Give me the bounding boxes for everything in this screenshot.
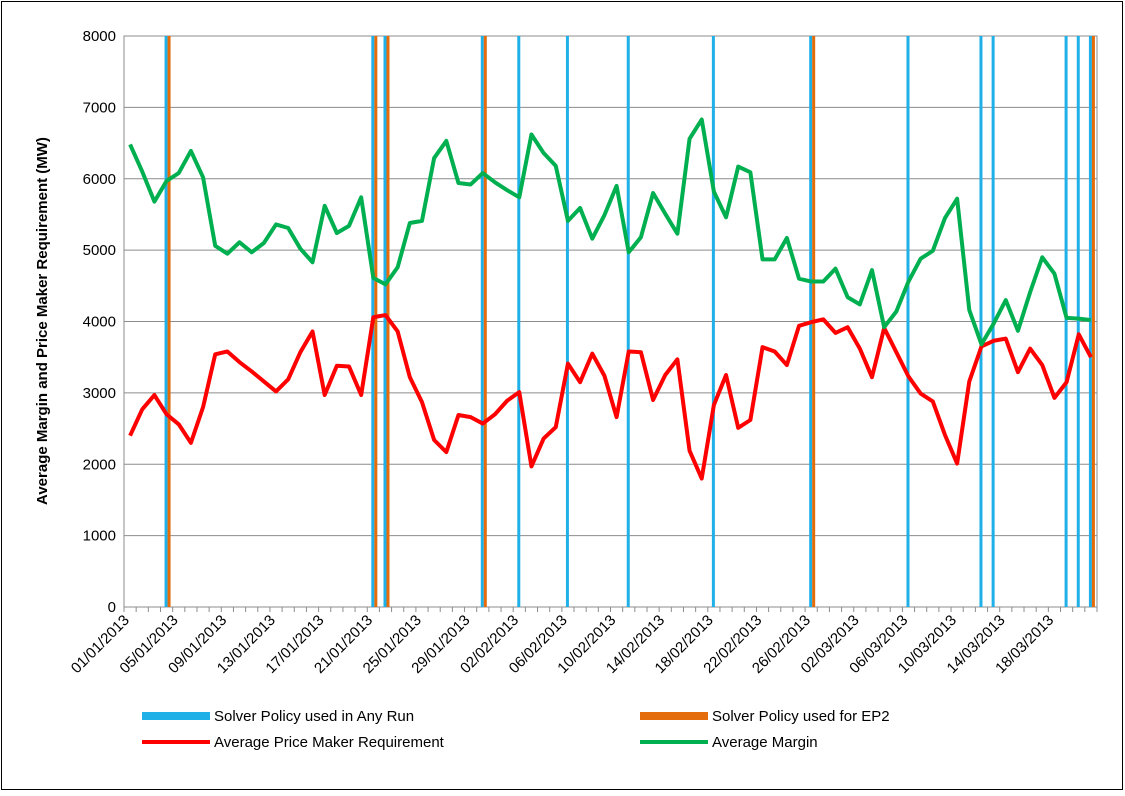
- line: [128, 313, 1093, 481]
- y-tick-label: 4000: [83, 314, 116, 331]
- bar: [711, 36, 715, 607]
- bar: [383, 36, 387, 607]
- bar: [164, 36, 168, 607]
- y-tick-label: 6000: [83, 171, 116, 188]
- legend-swatch: [142, 712, 210, 720]
- y-tick-label: 1000: [83, 528, 116, 545]
- bar: [517, 36, 521, 607]
- bar: [1091, 36, 1095, 607]
- y-tick-label: 5000: [83, 242, 116, 259]
- y-tick-label: 2000: [83, 456, 116, 473]
- bar: [483, 36, 487, 607]
- y-tick-label: 7000: [83, 99, 116, 116]
- legend-swatch: [640, 712, 708, 720]
- legend-label: Solver Policy used in Any Run: [214, 708, 414, 725]
- bar: [565, 36, 569, 607]
- bar: [1064, 36, 1068, 607]
- bar: [167, 36, 171, 607]
- legend-label: Average Price Maker Requirement: [214, 734, 445, 751]
- bar: [626, 36, 630, 607]
- y-axis-title: Average Margin and Price Maker Requireme…: [34, 137, 51, 505]
- bar: [1076, 36, 1080, 607]
- bar: [480, 36, 484, 607]
- y-tick-label: 0: [108, 599, 116, 616]
- bar: [374, 36, 378, 607]
- bar: [906, 36, 910, 607]
- legend-label: Solver Policy used for EP2: [712, 708, 890, 725]
- y-tick-label: 8000: [83, 28, 116, 45]
- line: [128, 117, 1092, 347]
- legend-label: Average Margin: [712, 734, 818, 751]
- bar: [979, 36, 983, 607]
- y-tick-label: 3000: [83, 385, 116, 402]
